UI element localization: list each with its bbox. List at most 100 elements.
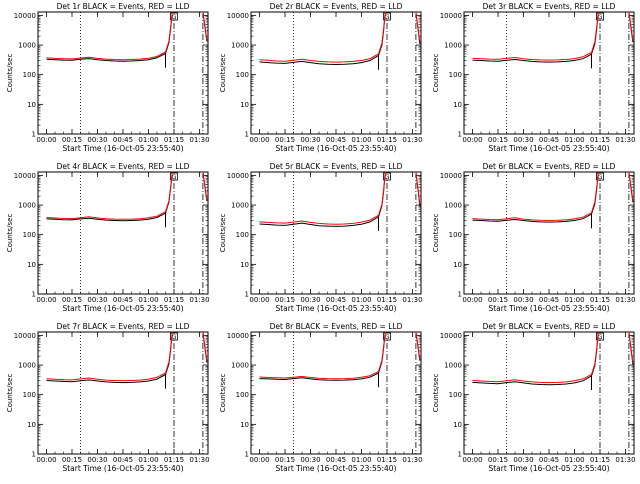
x-axis-label: Start Time (16-Oct-05 23:55:40): [62, 304, 183, 313]
x-tick-label: 01:00: [138, 456, 158, 464]
marker-label: G: [171, 333, 176, 341]
x-tick-label: 01:30: [402, 296, 422, 304]
y-tick-label: 10: [240, 101, 249, 109]
plot-frame: [37, 11, 209, 135]
x-tick-label: 00:00: [249, 296, 269, 304]
y-tick-label: 10: [453, 421, 462, 429]
y-tick-label: 10000: [14, 12, 36, 20]
series-events-line: [46, 12, 173, 62]
x-tick-label: 00:45: [539, 136, 559, 144]
plot-frame: [250, 331, 422, 455]
x-tick-label: 01:30: [402, 136, 422, 144]
y-tick-label: 10000: [440, 172, 462, 180]
x-tick-label: 01:30: [189, 296, 209, 304]
detector-panel-8: Det 8r BLACK = Events, RED = LLD 1 10 100 10…: [213, 320, 426, 480]
y-tick-label: 1: [245, 291, 249, 299]
series-lld-line: [46, 172, 173, 220]
x-tick-label: 00:00: [249, 136, 269, 144]
series-events-line: [472, 172, 599, 223]
series-lld-line: [259, 172, 386, 225]
series-events-line: [472, 332, 599, 386]
x-axis-label: Start Time (16-Oct-05 23:55:40): [62, 144, 183, 153]
chart-svg: Det 1r BLACK = Events, RED = LLD 1 10 100 10…: [6, 2, 210, 153]
y-tick-label: 100: [449, 71, 462, 79]
x-tick-label: 01:15: [164, 296, 184, 304]
marker-label: G: [384, 13, 389, 21]
x-tick-label: 00:30: [300, 456, 320, 464]
series-lld-tail: [415, 172, 421, 205]
x-axis-label: Start Time (16-Oct-05 23:55:40): [488, 144, 609, 153]
y-tick-label: 1: [458, 131, 462, 139]
detector-panel-2: Det 2r BLACK = Events, RED = LLD 1 10 100 10…: [213, 0, 426, 160]
y-tick-label: 1: [245, 451, 249, 459]
marker-box: [383, 12, 391, 21]
x-tick-label: 00:00: [249, 456, 269, 464]
series-events-line: [259, 332, 386, 381]
x-axis-label: Start Time (16-Oct-05 23:55:40): [488, 304, 609, 313]
series-lld-line: [46, 12, 173, 61]
series-lld-tail: [202, 12, 208, 41]
x-tick-label: 00:30: [513, 456, 533, 464]
marker-label: G: [597, 173, 602, 181]
chart-svg: Det 2r BLACK = Events, RED = LLD 1 10 100 10…: [219, 2, 423, 153]
x-axis-label: Start Time (16-Oct-05 23:55:40): [275, 464, 396, 473]
y-tick-label: 1000: [18, 202, 36, 210]
series-lld-tail: [628, 172, 634, 201]
x-tick-label: 00:15: [62, 456, 82, 464]
series-lld-tail: [415, 332, 421, 360]
x-tick-label: 00:15: [275, 456, 295, 464]
marker-label: G: [171, 13, 176, 21]
marker-label: G: [384, 173, 389, 181]
x-axis-label: Start Time (16-Oct-05 23:55:40): [275, 144, 396, 153]
x-tick-label: 01:30: [615, 136, 635, 144]
x-tick-label: 01:15: [164, 136, 184, 144]
y-tick-label: 100: [236, 71, 249, 79]
x-tick-label: 01:30: [402, 456, 422, 464]
x-tick-label: 00:15: [275, 136, 295, 144]
y-tick-label: 1: [32, 451, 36, 459]
series-lld-line: [46, 332, 173, 382]
x-tick-label: 01:00: [564, 136, 584, 144]
series-events-line: [46, 172, 173, 222]
x-tick-label: 00:15: [488, 296, 508, 304]
x-tick-label: 01:30: [615, 456, 635, 464]
series-lld-line: [259, 332, 386, 380]
chart-title: Det 9r BLACK = Events, RED = LLD: [483, 322, 616, 331]
x-tick-label: 00:30: [87, 296, 107, 304]
x-tick-label: 00:45: [539, 296, 559, 304]
y-tick-label: 10: [27, 101, 36, 109]
x-tick-label: 01:00: [351, 456, 371, 464]
detector-panel-6: Det 6r BLACK = Events, RED = LLD 1 10 100 10…: [426, 160, 639, 320]
series-lld-tail: [202, 332, 208, 361]
series-lld-line: [472, 332, 599, 384]
detector-panel-4: Det 4r BLACK = Events, RED = LLD 1 10 100 10…: [0, 160, 213, 320]
x-tick-label: 01:30: [615, 296, 635, 304]
series-lld-line: [472, 12, 599, 61]
y-tick-label: 10000: [227, 172, 249, 180]
y-tick-label: 1: [245, 131, 249, 139]
series-events-line: [46, 332, 173, 384]
series-lld-tail: [628, 12, 634, 41]
x-axis-label: Start Time (16-Oct-05 23:55:40): [488, 464, 609, 473]
y-tick-label: 10: [240, 421, 249, 429]
marker-box: [596, 172, 604, 181]
chart-svg: Det 5r BLACK = Events, RED = LLD 1 10 100 10…: [219, 162, 423, 313]
y-tick-label: 1: [32, 291, 36, 299]
x-tick-label: 01:00: [564, 456, 584, 464]
y-tick-label: 10: [453, 261, 462, 269]
y-tick-label: 10: [240, 261, 249, 269]
marker-label: G: [597, 333, 602, 341]
x-tick-label: 00:45: [326, 136, 346, 144]
y-tick-label: 1: [32, 131, 36, 139]
marker-box: [170, 172, 178, 181]
x-tick-label: 00:45: [326, 456, 346, 464]
y-axis-label: Counts/sec: [432, 374, 440, 413]
x-tick-label: 01:30: [189, 456, 209, 464]
marker-box: [383, 172, 391, 181]
x-tick-label: 00:30: [300, 296, 320, 304]
chart-title: Det 7r BLACK = Events, RED = LLD: [57, 322, 190, 331]
y-tick-label: 10000: [14, 332, 36, 340]
x-tick-label: 01:00: [351, 136, 371, 144]
chart-svg: Det 6r BLACK = Events, RED = LLD 1 10 100 10…: [432, 162, 636, 313]
y-tick-label: 100: [236, 231, 249, 239]
